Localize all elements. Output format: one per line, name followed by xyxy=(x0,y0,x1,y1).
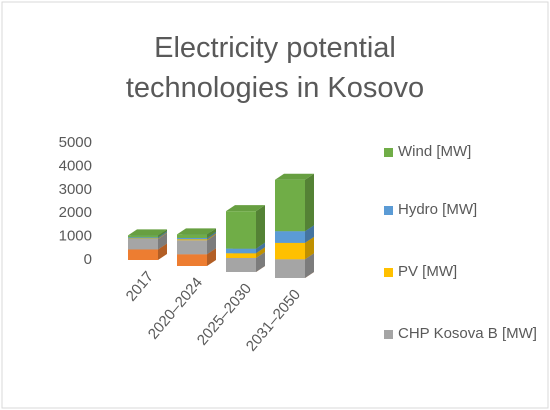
bar-side xyxy=(305,236,314,260)
legend-swatch xyxy=(384,268,393,277)
bar-side xyxy=(305,225,314,243)
bar xyxy=(177,254,207,266)
x-tick-label: 2017 xyxy=(123,268,157,304)
bar-side xyxy=(207,248,216,266)
bar-top xyxy=(275,173,314,180)
bar xyxy=(275,179,305,232)
bar-side xyxy=(158,231,167,239)
bar xyxy=(226,253,256,258)
legend-label: CHP Kosova B [MW] xyxy=(398,325,537,342)
x-tick-label: 2031–2050 xyxy=(243,286,304,354)
legend-swatch xyxy=(384,148,393,157)
legend-swatch xyxy=(384,206,393,215)
bar xyxy=(177,240,207,255)
legend-swatch xyxy=(384,330,393,339)
bar xyxy=(275,231,305,243)
y-tick-label: 1000 xyxy=(59,228,92,245)
bar xyxy=(275,259,305,278)
bar-top xyxy=(128,229,167,236)
bar xyxy=(275,242,305,260)
bar-side xyxy=(256,205,265,249)
legend-label: PV [MW] xyxy=(398,263,458,280)
bar-side xyxy=(256,247,265,258)
bar xyxy=(177,239,207,241)
bar-side xyxy=(305,253,314,278)
y-tick-label: 2000 xyxy=(59,204,92,221)
bar-side xyxy=(256,251,265,272)
y-tick-label: 5000 xyxy=(59,134,92,151)
y-tick-label: 4000 xyxy=(59,157,92,174)
y-tick-label: 0 xyxy=(84,251,92,268)
bar-side xyxy=(256,242,265,254)
bar-side xyxy=(207,228,216,238)
bar xyxy=(226,211,256,249)
bar xyxy=(128,238,158,250)
bar xyxy=(128,237,158,239)
x-tick-label: 2020–2024 xyxy=(145,274,206,342)
bar-top xyxy=(177,228,216,235)
bar-top xyxy=(226,205,265,212)
legend-label: Wind [MW] xyxy=(398,143,472,160)
bar xyxy=(226,248,256,254)
bar-side xyxy=(158,243,167,260)
x-tick-label: 2025–2030 xyxy=(194,280,255,348)
bar-side xyxy=(158,232,167,239)
bar xyxy=(128,249,158,260)
bar xyxy=(128,235,158,238)
y-tick-label: 3000 xyxy=(59,181,92,198)
chart-title: Electricity potential technologies in Ko… xyxy=(125,32,425,104)
legend-label: Hydro [MW] xyxy=(398,201,478,218)
bar xyxy=(177,237,207,240)
bar-side xyxy=(207,233,216,241)
bar-side xyxy=(207,234,216,255)
bar-side xyxy=(305,173,314,232)
bar xyxy=(226,257,256,272)
bar-side xyxy=(158,232,167,250)
bar-side xyxy=(158,229,167,238)
bar-side xyxy=(207,231,216,240)
bar xyxy=(177,234,207,238)
